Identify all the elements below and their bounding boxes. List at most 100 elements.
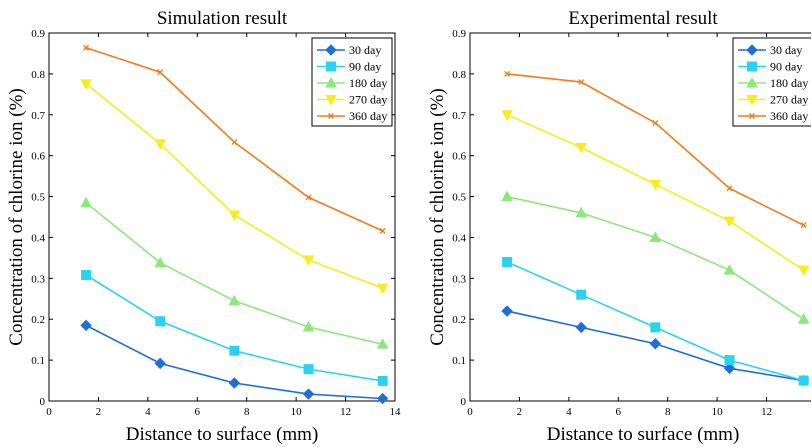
series-180-day <box>80 196 389 349</box>
y-tick-label: 0.9 <box>31 28 45 40</box>
series-180-day <box>501 190 810 324</box>
y-tick-label: 0.1 <box>31 355 45 367</box>
legend-label: 360 day <box>770 109 808 123</box>
axes-box <box>469 32 811 402</box>
data-point <box>228 377 241 389</box>
series-270-day <box>501 110 810 277</box>
y-tick-label: 0.4 <box>31 232 45 244</box>
legend-label: 360 day <box>349 109 387 123</box>
legend-box <box>732 37 811 127</box>
series-line <box>506 195 805 320</box>
y-tick-label: 0.6 <box>452 151 466 163</box>
series-90-day <box>502 256 809 386</box>
legend-entry: 90 day <box>738 60 802 74</box>
legend-marker <box>747 61 757 72</box>
data-point <box>80 196 92 208</box>
data-point <box>155 316 166 327</box>
marker-stroke <box>231 139 238 146</box>
x-tick-label: 8 <box>244 406 250 418</box>
marker-stroke <box>578 79 585 86</box>
legend-marker <box>326 61 336 72</box>
data-point <box>797 265 810 277</box>
data-point <box>157 69 164 76</box>
chart-title: Experimental result <box>568 8 718 29</box>
x-tick-label: 10 <box>291 406 303 418</box>
y-tick-label: 0.9 <box>452 28 466 40</box>
series-360-day <box>504 70 807 229</box>
legend-entry: 30 day <box>317 43 381 57</box>
data-point <box>228 210 241 221</box>
x-tick-label: 12 <box>761 406 772 418</box>
series-line <box>85 202 383 345</box>
x-tick-label: 10 <box>712 406 724 418</box>
marker-stroke <box>305 194 312 201</box>
data-point <box>649 179 662 191</box>
x-tick-label: 0 <box>467 406 473 418</box>
y-tick-label: 0.7 <box>31 110 45 122</box>
data-point <box>83 44 90 51</box>
legend-label: 270 day <box>770 93 808 107</box>
legend-label: 90 day <box>349 60 381 74</box>
x-tick-label: 4 <box>145 406 151 418</box>
marker-stroke <box>652 119 659 126</box>
x-tick-label: 0 <box>46 406 52 418</box>
legend-entry: 90 day <box>317 60 381 74</box>
series-270-day <box>80 79 389 295</box>
data-point <box>723 362 736 374</box>
y-tick-label: 0 <box>40 396 46 408</box>
data-point <box>229 345 240 356</box>
legend-label: 180 day <box>349 76 387 90</box>
x-tick-label: 6 <box>195 406 201 418</box>
legend-marker <box>325 76 337 88</box>
legend-label: 90 day <box>770 60 802 74</box>
data-point <box>305 194 312 201</box>
data-point <box>228 294 241 306</box>
legend-entry: 270 day <box>738 93 808 107</box>
chart-panel-1: 30 day 90 day 180 day 270 day 360 day 0 0.1 0.2… <box>6 8 401 445</box>
x-axis-label: Distance to surface (mm) <box>126 424 319 445</box>
marker-stroke <box>157 69 164 76</box>
data-point <box>302 255 315 266</box>
data-point <box>724 355 735 366</box>
chart-panel-2: 30 day 90 day 180 day 270 day 360 day 0 0.1 0.2… <box>427 8 811 445</box>
marker-stroke <box>726 185 733 192</box>
marker-stroke <box>328 113 334 119</box>
data-point <box>649 231 662 242</box>
data-point <box>723 264 736 275</box>
data-point <box>652 119 659 126</box>
data-point <box>154 256 167 268</box>
y-tick-label: 0.8 <box>452 69 466 81</box>
legend-entry: 180 day <box>738 76 808 90</box>
y-tick-label: 0.3 <box>31 273 45 285</box>
data-point <box>502 256 513 267</box>
y-axis-label: Concentration of chlorine ion (%) <box>6 88 27 345</box>
y-tick-label: 0.7 <box>452 110 466 122</box>
data-point <box>798 375 809 386</box>
series-line <box>85 274 383 382</box>
legend-marker <box>749 113 755 119</box>
legend-box <box>311 37 393 127</box>
data-point <box>575 321 587 334</box>
x-tick-label: 2 <box>517 406 523 418</box>
y-tick-label: 0.2 <box>452 314 466 326</box>
data-point <box>154 357 166 370</box>
legend-entry: 270 day <box>317 93 387 107</box>
legend-marker <box>325 44 337 56</box>
y-tick-label: 0.1 <box>452 355 466 367</box>
y-tick-label: 0.4 <box>452 232 466 244</box>
legend-marker <box>325 95 337 106</box>
y-tick-label: 0.2 <box>31 314 45 326</box>
legend: 30 day 90 day 180 day 270 day 360 day <box>732 37 811 127</box>
data-point <box>576 289 587 300</box>
chart-title: Simulation result <box>157 8 288 29</box>
marker-stroke <box>379 227 386 234</box>
plot-area: 30 day 90 day 180 day 270 day 360 day <box>469 32 811 402</box>
x-tick-label: 12 <box>340 406 351 418</box>
data-point <box>800 222 807 229</box>
marker-stroke <box>83 44 90 51</box>
data-point <box>504 70 511 77</box>
data-point <box>649 338 662 350</box>
y-tick-label: 0.5 <box>31 192 45 204</box>
data-point <box>723 216 736 228</box>
